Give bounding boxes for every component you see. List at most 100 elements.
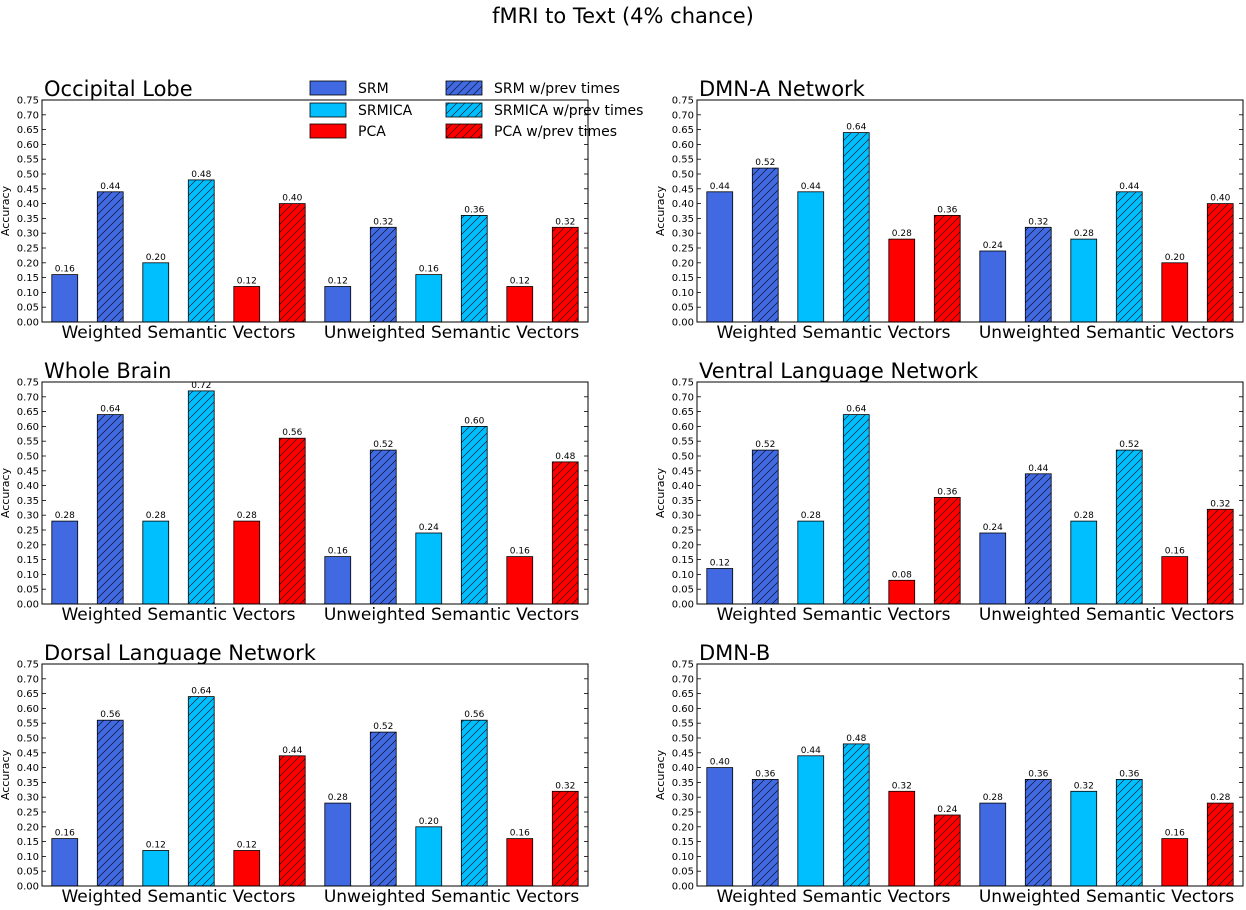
bar-value-label: 0.16 <box>328 547 348 557</box>
y-tick-label: 0.70 <box>672 674 694 685</box>
bar <box>1070 520 1098 605</box>
y-tick-label: 0.05 <box>17 303 39 314</box>
y-tick-label: 0.30 <box>672 511 694 522</box>
y-tick-label: 0.35 <box>17 214 39 225</box>
bar-value-label: 0.28 <box>1074 229 1094 239</box>
bar <box>1070 790 1098 887</box>
bar-value-label: 0.32 <box>555 781 575 791</box>
chart-panel: 0.44 0.24 0.52 0.32 0.44 0.28 0.64 0.44 0.28 0.20… <box>654 77 1244 343</box>
bar <box>96 414 124 605</box>
y-tick-label: 0.40 <box>17 763 39 774</box>
y-tick-label: 0.75 <box>17 660 39 671</box>
y-tick-label: 0.75 <box>672 378 694 389</box>
bar-value-label: 0.28 <box>892 229 912 239</box>
y-tick-label: 0.35 <box>672 496 694 507</box>
y-tick-label: 0.65 <box>17 689 39 700</box>
bar-value-label: 0.64 <box>191 687 211 697</box>
chart-panel: 0.40 0.28 0.36 0.36 0.44 0.32 0.48 0.36 0.32 0.16… <box>654 641 1244 907</box>
panel-title: Occipital Lobe <box>44 77 193 101</box>
x-group-label: Unweighted Semantic Vectors <box>979 887 1235 907</box>
panel-title: DMN-B <box>699 641 770 665</box>
bar-value-label: 0.48 <box>191 170 211 180</box>
x-group-label: Weighted Semantic Vectors <box>716 323 950 343</box>
y-tick-label: 0.30 <box>672 229 694 240</box>
bar <box>324 802 352 887</box>
bar-value-label: 0.12 <box>237 841 257 851</box>
bar <box>1070 238 1098 323</box>
y-tick-label: 0.45 <box>672 748 694 759</box>
y-tick-label: 0.60 <box>672 704 694 715</box>
bar <box>551 461 579 605</box>
bar-value-label: 0.28 <box>983 793 1003 803</box>
x-group-label: Weighted Semantic Vectors <box>716 887 950 907</box>
y-tick-label: 0.25 <box>17 526 39 537</box>
axes-frame <box>41 663 589 887</box>
axes-frame <box>41 381 589 605</box>
y-tick-label: 0.45 <box>672 184 694 195</box>
bar-value-label: 0.64 <box>100 405 120 415</box>
y-tick-label: 0.00 <box>17 882 39 893</box>
y-tick-label: 0.00 <box>672 600 694 611</box>
bar <box>933 814 961 887</box>
y-tick-label: 0.15 <box>672 555 694 566</box>
bar-value-label: 0.48 <box>555 452 575 462</box>
chart-panel: 0.16 0.28 0.56 0.52 0.12 0.20 0.64 0.56 0.12 0.16… <box>0 641 589 907</box>
bar <box>706 767 734 887</box>
bar-value-label: 0.52 <box>755 440 775 450</box>
bar-value-label: 0.44 <box>100 182 120 192</box>
y-tick-label: 0.55 <box>17 719 39 730</box>
bar <box>415 826 443 887</box>
bar-value-label: 0.56 <box>100 710 120 720</box>
bar <box>233 850 261 887</box>
y-tick-label: 0.10 <box>672 570 694 581</box>
bar <box>278 203 306 323</box>
y-axis-label: Accuracy <box>0 749 12 800</box>
y-tick-label: 0.40 <box>17 481 39 492</box>
y-tick-label: 0.35 <box>672 778 694 789</box>
bar <box>506 556 534 605</box>
y-tick-label: 0.70 <box>17 392 39 403</box>
y-tick-label: 0.10 <box>17 288 39 299</box>
bar-value-label: 0.60 <box>464 416 484 426</box>
bar <box>233 520 261 605</box>
y-tick-label: 0.25 <box>17 244 39 255</box>
bar-value-label: 0.44 <box>1028 464 1048 474</box>
bar <box>1206 508 1234 605</box>
y-tick-label: 0.75 <box>17 378 39 389</box>
bar-value-label: 0.28 <box>55 511 75 521</box>
y-tick-label: 0.35 <box>17 496 39 507</box>
bar <box>96 191 124 323</box>
y-tick-label: 0.30 <box>17 229 39 240</box>
bar-value-label: 0.44 <box>801 746 821 756</box>
y-tick-label: 0.50 <box>672 734 694 745</box>
bar <box>1161 262 1189 323</box>
bar <box>506 286 534 323</box>
bar-value-label: 0.44 <box>282 746 302 756</box>
bar-value-label: 0.40 <box>282 194 302 204</box>
y-tick-label: 0.15 <box>672 837 694 848</box>
bar <box>233 286 261 323</box>
y-tick-label: 0.25 <box>17 808 39 819</box>
bar-value-label: 0.52 <box>373 722 393 732</box>
axes-frame <box>696 663 1244 887</box>
bar-value-label: 0.28 <box>146 511 166 521</box>
bar <box>142 262 170 323</box>
bar <box>460 214 488 323</box>
bar-value-label: 0.32 <box>1210 499 1230 509</box>
bar <box>187 390 215 605</box>
bar-value-label: 0.40 <box>1210 194 1230 204</box>
y-tick-label: 0.15 <box>17 273 39 284</box>
bar-value-label: 0.12 <box>328 277 348 287</box>
bar-value-label: 0.28 <box>801 511 821 521</box>
legend-label: SRM <box>358 81 389 97</box>
y-axis-label: Accuracy <box>654 185 667 236</box>
bar <box>888 790 916 887</box>
bar-value-label: 0.20 <box>146 253 166 263</box>
y-tick-label: 0.70 <box>17 110 39 121</box>
bar-value-label: 0.52 <box>755 158 775 168</box>
bar-value-label: 0.16 <box>510 547 530 557</box>
bar-value-label: 0.52 <box>373 440 393 450</box>
y-tick-label: 0.70 <box>17 674 39 685</box>
bar-value-label: 0.12 <box>510 277 530 287</box>
